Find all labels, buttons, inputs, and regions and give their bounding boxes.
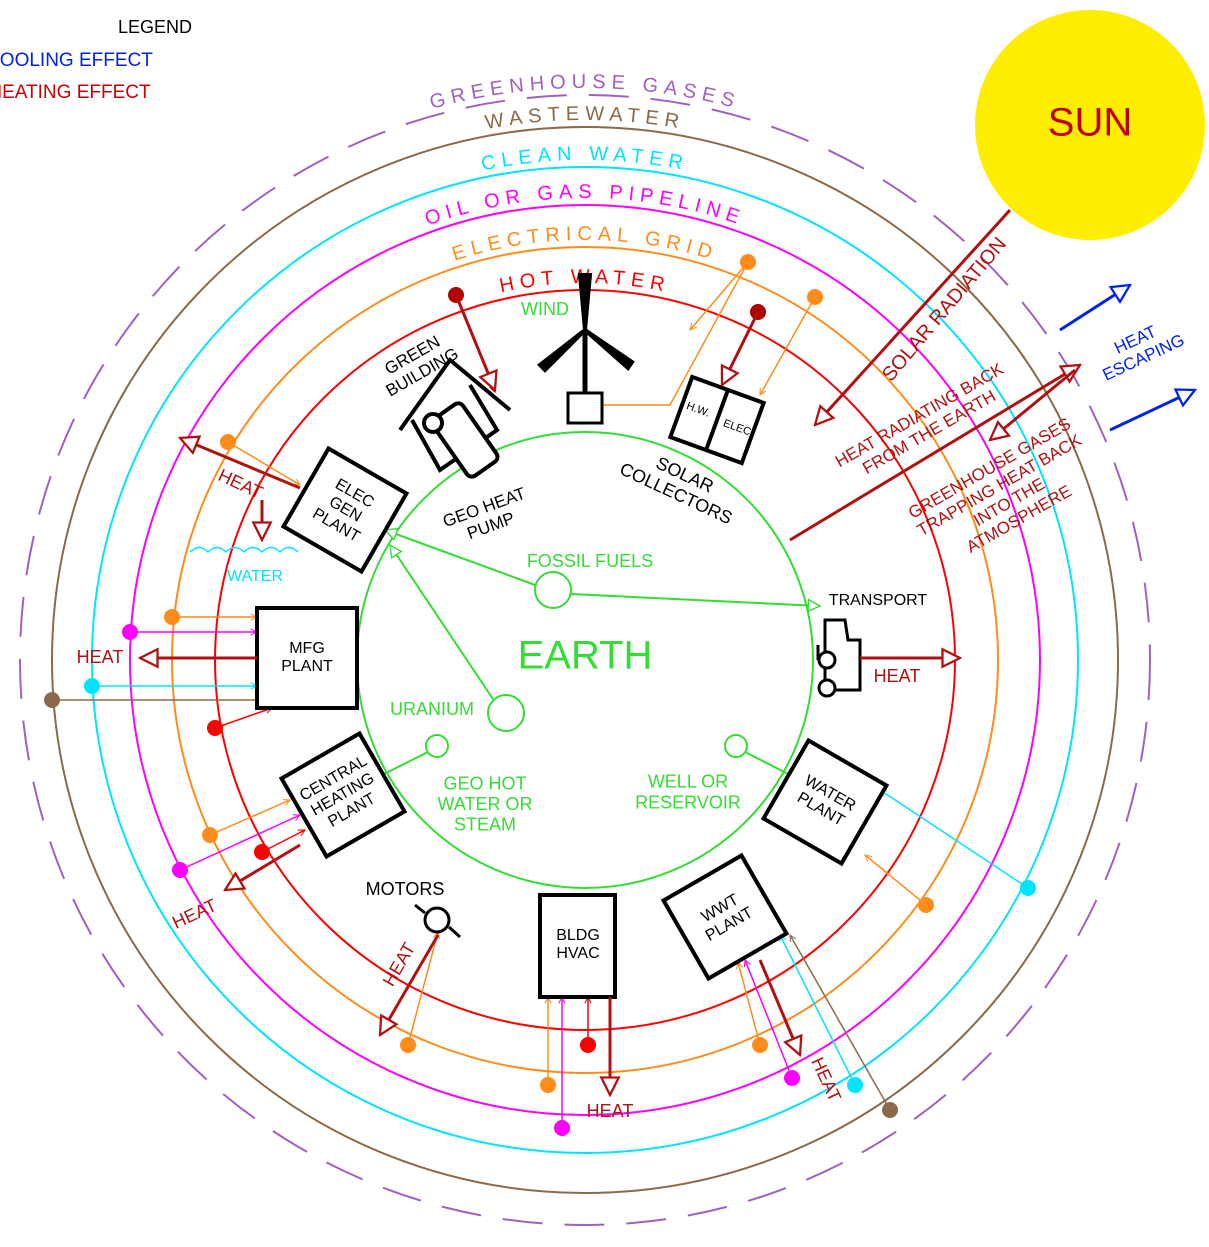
- junction: [752, 1037, 768, 1053]
- junction: [554, 1120, 570, 1136]
- link: [603, 261, 749, 406]
- ring: [171, 246, 999, 1074]
- label-line: WATER OR: [438, 794, 533, 814]
- label: WELL OR RESERVOIR: [635, 771, 741, 812]
- ring-label: CLEAN WATER: [479, 143, 690, 176]
- junction: [254, 844, 270, 860]
- link: [738, 962, 761, 1046]
- label: GEO HEATPUMP: [440, 484, 535, 550]
- junction: [400, 1037, 416, 1053]
- junction: [207, 720, 223, 736]
- junction: [918, 897, 934, 913]
- link: [880, 790, 1029, 889]
- radiation-arrow: [815, 208, 1012, 425]
- geo-source: [425, 734, 449, 758]
- link: [179, 815, 300, 871]
- ring-label-path: CLEAN WATER: [479, 143, 684, 176]
- junction: [84, 678, 100, 694]
- label-line: HVAC: [556, 945, 599, 962]
- radiation-arrow: [789, 365, 1080, 542]
- ring-label-path: ELECTRICAL GRID: [450, 223, 715, 266]
- escape-arrow: [1109, 390, 1195, 432]
- link: [690, 261, 749, 330]
- junction: [580, 1037, 596, 1053]
- label-line: PLANT: [281, 658, 333, 675]
- heat-label: HEAT: [379, 939, 420, 989]
- buildings: [255, 273, 890, 999]
- label-line: STEAM: [454, 814, 516, 834]
- ring-label-path: WASTEWATER: [483, 103, 680, 134]
- water-waves: [189, 546, 299, 554]
- link: [214, 708, 272, 729]
- junction: [1020, 880, 1036, 896]
- label: MFG PLANT: [281, 640, 333, 675]
- heat-arrow: [720, 311, 760, 385]
- label: MOTORS: [366, 879, 445, 899]
- sun: [975, 10, 1205, 240]
- ring: [91, 166, 1079, 1154]
- label-line: RESERVOIR: [635, 792, 741, 812]
- label-line: MFG: [289, 640, 325, 657]
- earth-label: EARTH: [518, 634, 653, 678]
- link: [865, 855, 927, 906]
- legend-heating: NET HEATING EFFECT: [0, 82, 151, 103]
- junction: [882, 1102, 898, 1118]
- label-line: BLDG: [556, 927, 600, 944]
- link: [261, 829, 305, 853]
- junction: [220, 434, 236, 450]
- heat-label: HEAT: [169, 895, 220, 933]
- label: TRANSPORT: [829, 592, 928, 609]
- label-line: GEO HOT: [443, 773, 526, 793]
- label: HEATESCAPING: [1092, 313, 1188, 385]
- link: [209, 800, 290, 836]
- label: FOSSIL FUELS: [527, 551, 653, 571]
- label: WIND: [521, 299, 569, 319]
- ring: [19, 94, 1151, 1226]
- label: BLDG HVAC: [556, 927, 600, 962]
- uranium-source: [487, 694, 525, 732]
- link: [227, 441, 300, 486]
- label: WATER: [227, 568, 283, 585]
- link: [759, 296, 816, 395]
- junction: [202, 827, 218, 843]
- heat-arrow: [180, 438, 301, 490]
- junction: [807, 289, 823, 305]
- escape-arrow: [1059, 285, 1130, 332]
- fossil-source: [534, 571, 572, 609]
- links: [44, 254, 1036, 1136]
- sun-label: SUN: [1048, 101, 1132, 145]
- junction: [122, 624, 138, 640]
- radiation-arrow: [990, 368, 1076, 440]
- ring: [51, 126, 1119, 1194]
- legend-title: LEGEND: [118, 17, 192, 37]
- junction: [540, 1077, 556, 1093]
- junction: [164, 609, 180, 625]
- link: [745, 960, 793, 1079]
- label: GEO HOT WATER OR STEAM: [438, 773, 533, 834]
- junction: [172, 862, 188, 878]
- heat-label: HEAT: [77, 647, 124, 667]
- legend-cooling: NET COOLING EFFECT: [0, 50, 153, 71]
- label: GREENBUILDING: [373, 327, 462, 401]
- ring-label: WASTEWATER: [483, 103, 686, 134]
- heat-arrow: [225, 843, 301, 890]
- link: [407, 932, 438, 1046]
- heat-arrow: [758, 959, 800, 1055]
- heat-label: HEAT: [874, 666, 921, 686]
- junction: [784, 1070, 800, 1086]
- link: [789, 935, 891, 1111]
- junction: [44, 692, 60, 708]
- junction: [847, 1077, 863, 1093]
- heat-label: HEAT: [587, 1101, 634, 1121]
- label-line: WELL OR: [648, 771, 728, 791]
- ring: [129, 204, 1041, 1116]
- heat-arrow: [454, 294, 495, 390]
- well-source: [724, 734, 748, 758]
- label: URANIUM: [390, 699, 474, 719]
- link: [779, 935, 856, 1086]
- heat-arrows: [140, 208, 1195, 1095]
- heat-arrow: [378, 934, 440, 1035]
- ring-label: ELECTRICAL GRID: [450, 223, 721, 266]
